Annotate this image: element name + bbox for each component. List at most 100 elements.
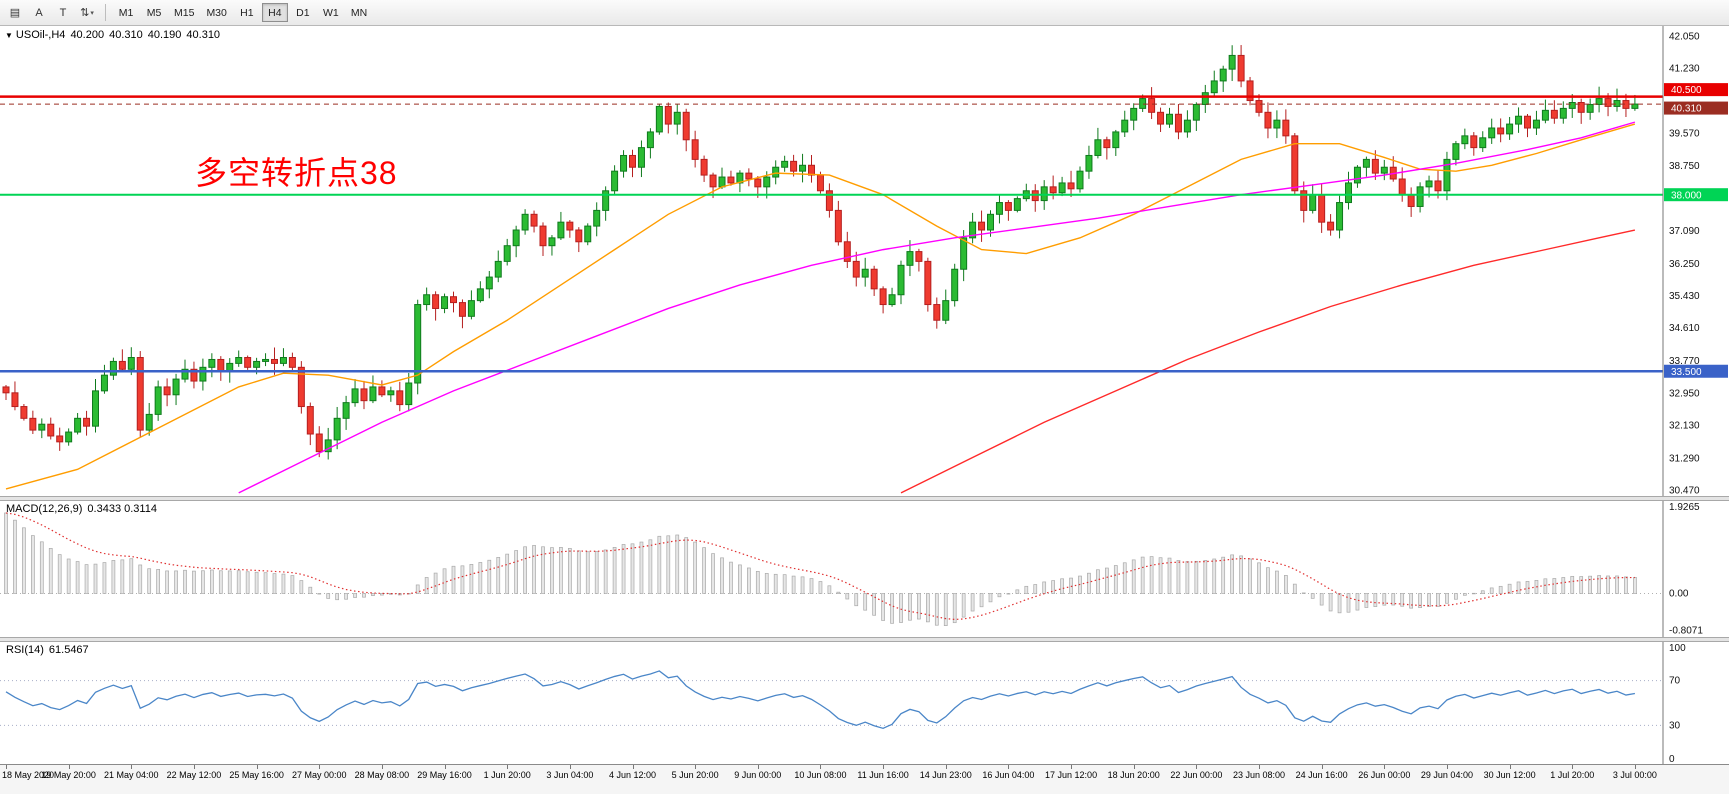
quick-trade-arrow-icon[interactable]: ▼ (5, 31, 13, 40)
macd-panel: 1.9265 0.00 -0.8071 MACD(12,26,9) 0.3433 0.… (0, 501, 1729, 637)
panel-divider[interactable] (0, 637, 1729, 642)
candle (369, 386, 377, 402)
macd-histogram-bar (1006, 593, 1011, 595)
macd-histogram-bar (1248, 558, 1252, 594)
macd-histogram-bar (1588, 575, 1593, 594)
candle (1461, 135, 1469, 145)
candle (360, 388, 368, 402)
rsi-axis-label: 30 (1669, 720, 1681, 731)
candle (1524, 115, 1531, 129)
macd-histogram-bar (1104, 567, 1109, 594)
chart-list-icon[interactable]: ▤ (9, 7, 21, 19)
macd-histogram-bar (1480, 590, 1485, 594)
macd-histogram-bar (1355, 593, 1360, 611)
macd-histogram-bar (1489, 587, 1494, 594)
candle (1532, 119, 1540, 129)
timeframe-button-m15[interactable]: M15 (174, 6, 195, 19)
macd-histogram-bar (845, 593, 850, 600)
ma-fast-orange[interactable] (5, 123, 1636, 490)
timeframe-button-d1[interactable]: D1 (296, 6, 310, 19)
timeframe-button-h1[interactable]: H1 (240, 6, 254, 19)
macd-values: 0.3433 0.3114 (87, 503, 157, 515)
macd-chart[interactable]: 1.9265 0.00 -0.8071 (0, 501, 1729, 637)
macd-histogram-bar (1525, 581, 1530, 594)
candle (1067, 182, 1075, 190)
time-label: 23 Jun 08:00 (1232, 770, 1286, 780)
macd-histogram-bar (424, 577, 429, 594)
candle (1425, 180, 1433, 188)
candle (781, 160, 789, 168)
candle (1201, 92, 1209, 105)
candle (530, 213, 538, 227)
price-tick-label: 37.090 (1669, 226, 1700, 237)
candle (575, 229, 583, 243)
candle (727, 176, 735, 184)
time-label: 25 May 16:00 (229, 770, 284, 780)
candle (432, 294, 440, 309)
candle (682, 111, 690, 141)
macd-histogram-bar (1239, 555, 1243, 594)
candle (825, 190, 833, 211)
candle (1174, 113, 1182, 133)
chart-annotation-text[interactable]: 多空转折点38 (195, 155, 398, 191)
shapes-dropdown[interactable]: ⇅ ▾ (80, 7, 94, 19)
macd-axis-label: 0.00 (1669, 588, 1689, 599)
macd-histogram-bar (317, 593, 322, 595)
candle (450, 296, 457, 304)
price-tick-label: 31.290 (1669, 453, 1700, 464)
macd-histogram-bar (550, 547, 554, 594)
rsi-panel: 100 70 30 0 RSI(14) 61.5467 (0, 642, 1729, 764)
macd-histogram-bar (1561, 577, 1566, 594)
candle (1568, 102, 1576, 109)
time-tick (1071, 765, 1073, 769)
macd-histogram-bar (227, 570, 232, 594)
macd-histogram-bar (380, 593, 384, 596)
ma-mid-magenta[interactable] (238, 121, 1636, 494)
macd-histogram-bar (1015, 589, 1020, 594)
timeframe-button-m1[interactable]: M1 (118, 6, 134, 19)
macd-histogram-bar (120, 559, 125, 594)
macd-histogram-bar (1221, 556, 1226, 594)
time-axis[interactable]: 18 May 2020 19 May 20:00 21 May 04:00 22 Ma… (0, 764, 1729, 794)
timeframe-button-m30[interactable]: M30 (206, 6, 227, 19)
ohlc-close: 40.310 (186, 29, 221, 41)
ma-slow-red[interactable] (900, 229, 1636, 494)
timeframe-button-h4[interactable]: H4 (261, 3, 288, 22)
price-axis[interactable] (1663, 26, 1729, 496)
time-tick (757, 765, 759, 769)
candlestick-chart[interactable]: 42.050 41.230 39.570 38.750 37.090 36.250 35.4… (0, 26, 1729, 496)
candle (74, 417, 82, 433)
text-tool-t[interactable]: T (59, 6, 67, 19)
price-tick-label: 36.250 (1669, 259, 1700, 270)
rsi-chart[interactable]: 100 70 30 0 (0, 642, 1729, 764)
price-tick-label: 39.570 (1669, 129, 1700, 140)
candle (56, 435, 64, 443)
timeframe-button-m5[interactable]: M5 (146, 6, 162, 19)
macd-histogram-bar (326, 593, 331, 599)
macd-histogram-bar (31, 535, 35, 594)
macd-histogram-bar (236, 570, 241, 594)
time-tick (1384, 765, 1386, 769)
candle (100, 374, 108, 392)
candle (1443, 158, 1451, 192)
macd-histogram-bar (1624, 576, 1628, 594)
candle (476, 288, 484, 302)
candle (485, 276, 493, 290)
macd-histogram-bar (943, 593, 948, 626)
macd-histogram-bar (559, 546, 563, 594)
candle (1371, 158, 1379, 174)
candle (1353, 166, 1361, 184)
macd-histogram-bar (881, 593, 885, 621)
macd-histogram-bar (84, 564, 89, 594)
macd-histogram-bar (639, 541, 644, 594)
arrow-tool-a[interactable]: A (35, 6, 43, 19)
macd-histogram-bar (988, 593, 993, 603)
macd-histogram-bar (1516, 581, 1521, 594)
macd-histogram-bar (666, 535, 671, 594)
timeframe-button-w1[interactable]: W1 (323, 6, 339, 19)
macd-histogram-bar (1615, 575, 1619, 594)
timeframe-button-mn[interactable]: MN (350, 6, 368, 19)
candle (593, 209, 601, 227)
panel-divider[interactable] (0, 496, 1729, 501)
candle (754, 178, 762, 188)
